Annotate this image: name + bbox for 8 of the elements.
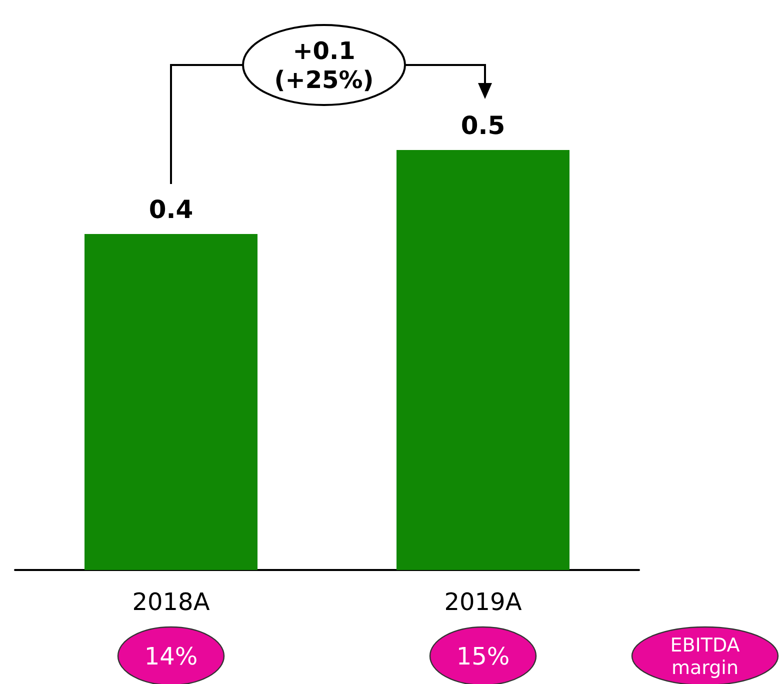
x-tick-label: 2019A	[444, 588, 522, 616]
data-label: 0.5	[460, 111, 506, 140]
text: 15%	[456, 642, 510, 670]
data-label: 0.4	[148, 195, 194, 224]
text: 14%	[144, 642, 198, 670]
x-tick-label: 2018A	[132, 588, 210, 616]
text: +0.1 (+25%)	[274, 37, 374, 94]
text: EBITDA margin	[670, 634, 740, 680]
